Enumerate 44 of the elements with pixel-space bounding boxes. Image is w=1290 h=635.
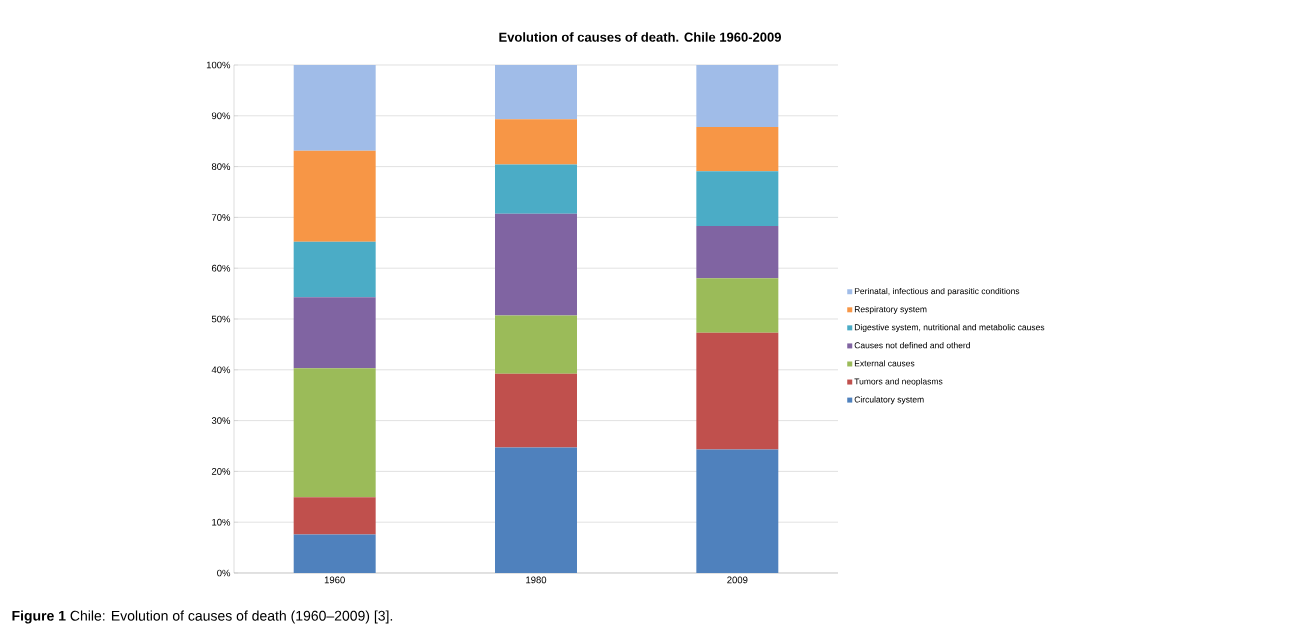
bar [495, 213, 577, 316]
y-tick-label: 50% [211, 315, 231, 323]
y-tick-label: 90% [211, 112, 231, 120]
bar [495, 373, 577, 448]
legend-label: Circulatory system [854, 396, 924, 405]
bar [696, 332, 779, 450]
y-tick-label: 80% [211, 163, 231, 170]
bar [293, 150, 376, 242]
y-tick-label: 20% [211, 468, 231, 475]
chart-title: Evolution of causes of death. Chile 1960-2009 [499, 32, 781, 42]
bar [293, 497, 376, 535]
y-tick-label: 30% [211, 417, 231, 424]
y-tick-label: 0% [217, 569, 231, 577]
bar [495, 164, 577, 214]
legend-label: Tumors and neoplasms [854, 378, 943, 387]
bar [293, 65, 376, 151]
bar [696, 126, 779, 172]
bar [293, 368, 376, 498]
bar [495, 315, 577, 374]
bar [696, 226, 779, 279]
bar [293, 297, 376, 369]
legend-label: Causes not defined and otherd [854, 342, 970, 349]
legend-label: External causes [854, 360, 915, 367]
bar [696, 449, 779, 573]
bar [293, 241, 376, 298]
bar [495, 447, 577, 573]
x-tick-label: 1960 [324, 576, 345, 584]
y-tick-label: 70% [211, 214, 231, 221]
y-tick-label: 60% [211, 264, 231, 272]
bar [495, 119, 577, 165]
y-tick-label: 10% [212, 518, 231, 526]
x-tick-label: 2009 [727, 576, 748, 584]
bar [696, 171, 779, 227]
bar [495, 65, 577, 120]
legend-label: Perinatal, infectious and parasitic conditions [854, 287, 1020, 296]
legend-label: Digestive system, nutritional and metabolic causes [854, 324, 1045, 332]
bar [696, 65, 779, 127]
legend-label: Respiratory system [854, 305, 927, 314]
y-tick-label: 100% [206, 61, 231, 69]
text: Figure 1 Chile: Evolution of causes of death (1960–2009) [3]. [12, 610, 393, 624]
x-tick-label: 1980 [526, 576, 547, 584]
y-tick-label: 40% [211, 366, 231, 374]
bar [696, 278, 779, 333]
bar [293, 534, 376, 573]
